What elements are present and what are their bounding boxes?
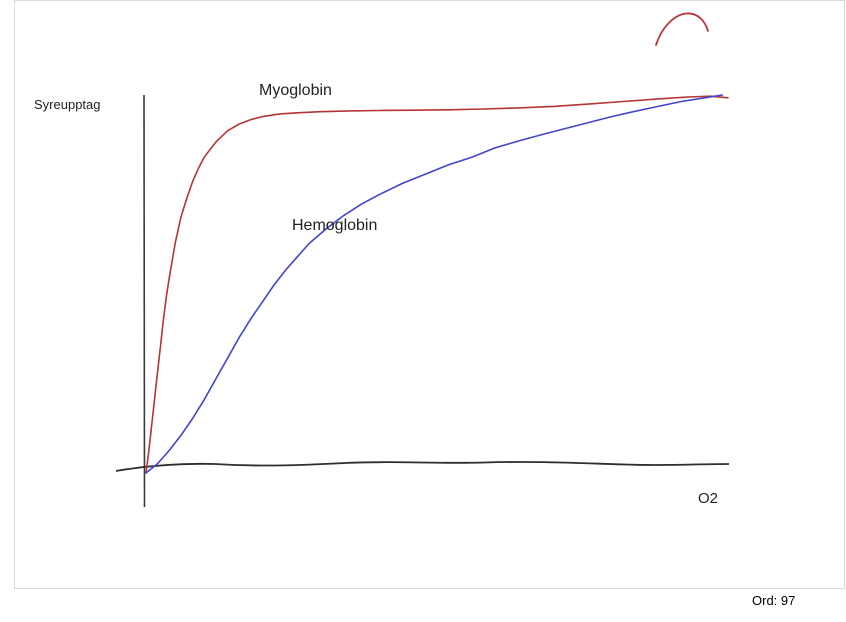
myoglobin-curve [145, 95, 729, 474]
x-axis-line [115, 461, 730, 472]
hemoglobin-label: Hemoglobin [292, 217, 378, 234]
x-axis-label: O2 [698, 490, 719, 507]
chart-svg [115, 12, 730, 508]
myoglobin-label: Myoglobin [259, 82, 332, 99]
hemoglobin-curve [145, 94, 723, 474]
word-count-status: Ord: 97 [752, 593, 796, 608]
drawing-canvas[interactable]: Syreupptag Myoglobin Hemoglobin O2 [14, 0, 845, 589]
y-axis-line [143, 94, 146, 508]
y-axis-label: Syreupptag [34, 97, 101, 112]
stray-red-arc [655, 12, 709, 46]
